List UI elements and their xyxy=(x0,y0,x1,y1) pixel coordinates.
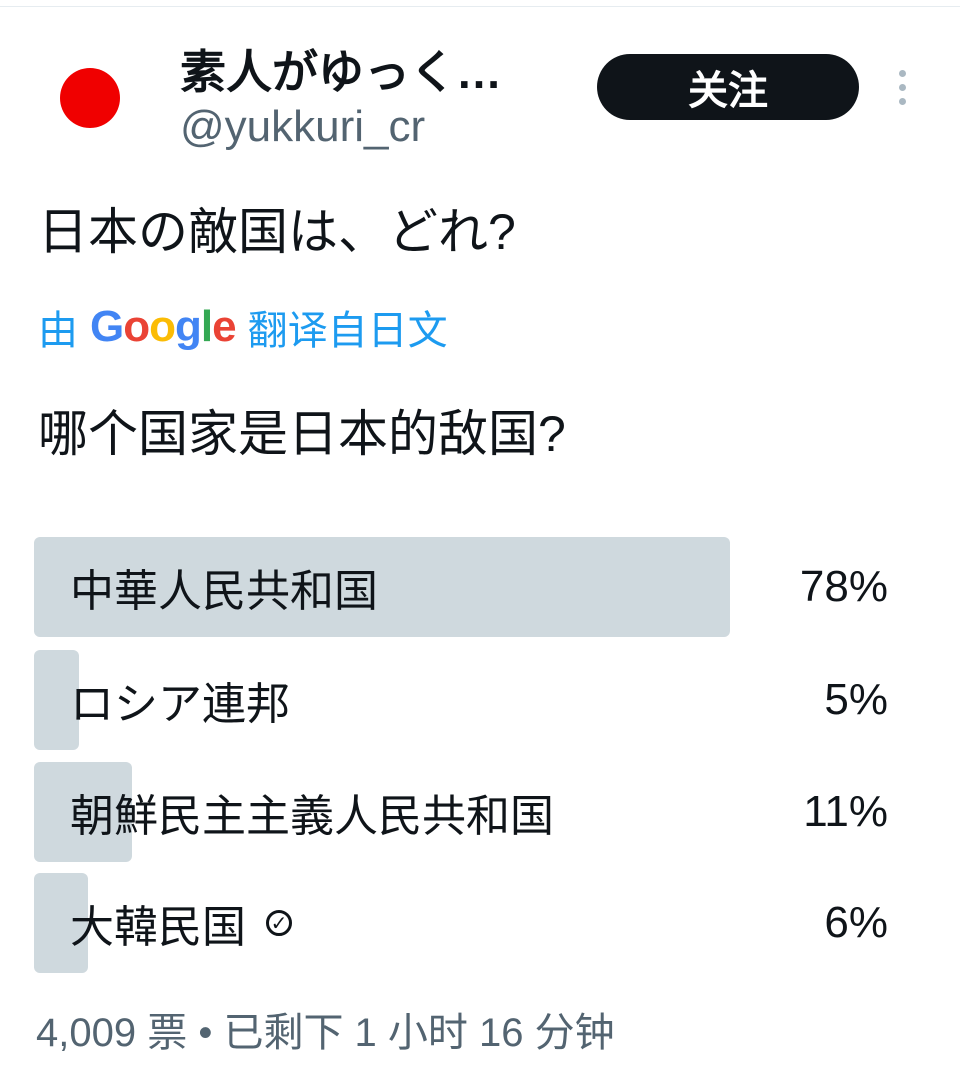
poll-option-label-wrap: ロシア連邦 xyxy=(70,650,290,750)
poll-option-label-wrap: 中華人民共和国 xyxy=(70,537,378,637)
check-circle-icon: ✓ xyxy=(266,910,292,936)
poll-option-label: 中華人民共和国 xyxy=(70,567,378,616)
poll-bar xyxy=(34,873,88,973)
poll-option-percent: 5% xyxy=(824,675,888,724)
poll-option: 中華人民共和国 78% xyxy=(34,537,926,637)
poll-option-percent: 6% xyxy=(824,898,888,947)
top-divider xyxy=(0,6,960,7)
poll-option-label-wrap: 朝鮮民主主義人民共和国 xyxy=(70,762,554,862)
more-options-icon[interactable] xyxy=(899,70,909,105)
poll-option-percent: 78% xyxy=(799,562,888,611)
poll-option: ロシア連邦 5% xyxy=(34,650,926,750)
poll-bar xyxy=(34,537,730,637)
translate-prefix: 由 xyxy=(38,309,78,353)
poll-option: 朝鮮民主主義人民共和国 11% xyxy=(34,762,926,862)
poll-option-label: ロシア連邦 xyxy=(70,680,290,729)
poll-footer: 4,009 票 • 已剩下 1 小时 16 分钟 xyxy=(36,1011,615,1055)
poll-option-label: 朝鮮民主主義人民共和国 xyxy=(70,792,554,841)
poll-bar xyxy=(34,650,79,750)
poll-option-percent: 11% xyxy=(803,787,888,836)
translation-attribution[interactable]: 由 Google 翻译自日文 xyxy=(38,298,448,356)
display-name[interactable]: 素人がゆっく… xyxy=(180,46,502,98)
avatar[interactable] xyxy=(60,68,120,128)
poll-option-label-wrap: 大韓民国 ✓ xyxy=(70,873,292,973)
google-logo: Google xyxy=(90,302,237,351)
poll-bar xyxy=(34,762,133,862)
tweet-text: 日本の敵国は、どれ? xyxy=(38,204,516,260)
follow-button[interactable]: 关注 xyxy=(597,54,859,120)
translate-suffix: 翻译自日文 xyxy=(247,309,448,353)
poll-option: 大韓民国 ✓ 6% xyxy=(34,873,926,973)
poll-option-label: 大韓民国 xyxy=(70,903,246,952)
user-handle[interactable]: @yukkuri_cr xyxy=(180,102,426,151)
translated-text: 哪个国家是日本的敌国? xyxy=(38,406,566,462)
